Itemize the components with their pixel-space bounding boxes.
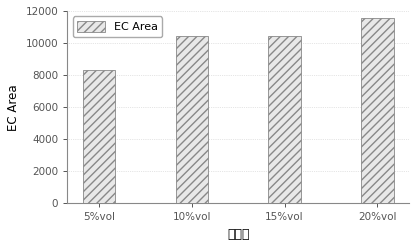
Bar bbox=[83, 69, 115, 203]
Bar bbox=[268, 36, 301, 203]
Y-axis label: EC Area: EC Area bbox=[7, 84, 20, 130]
Bar bbox=[176, 36, 208, 203]
X-axis label: 酒精度: 酒精度 bbox=[227, 228, 250, 241]
Legend: EC Area: EC Area bbox=[73, 17, 162, 37]
Bar bbox=[361, 18, 394, 203]
